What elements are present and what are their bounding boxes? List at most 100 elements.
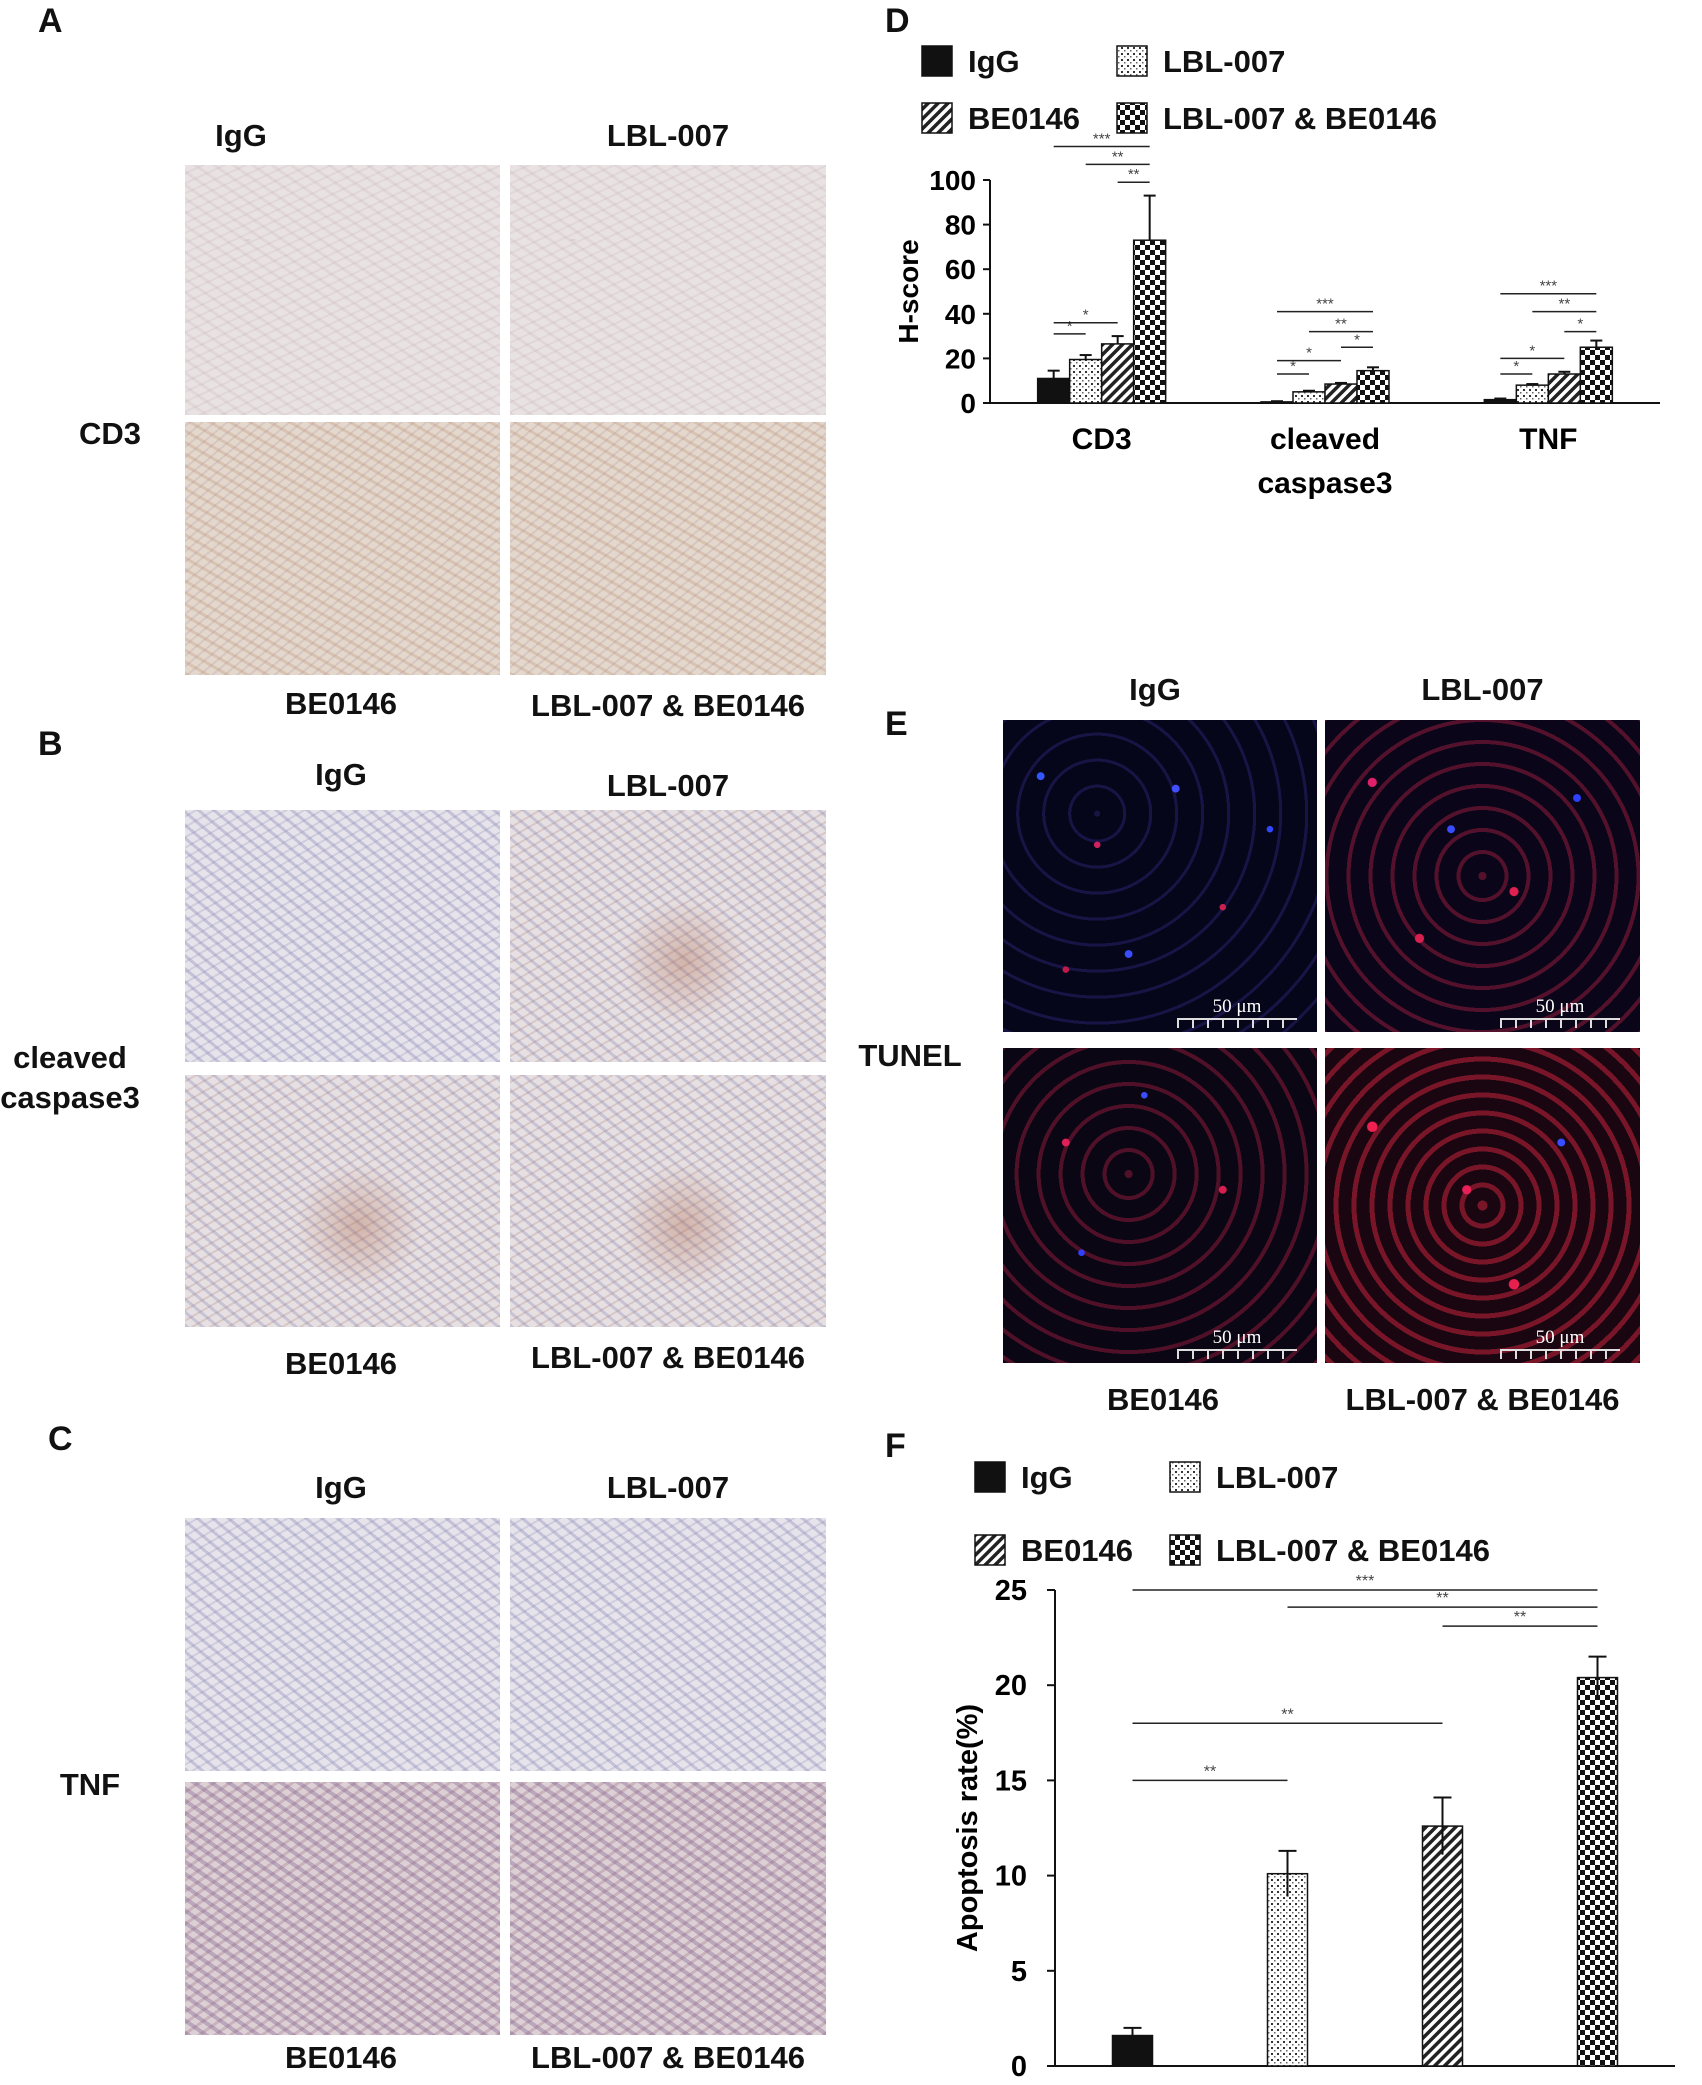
significance-label: ** bbox=[1281, 1706, 1293, 1723]
panel-e-row-label: TUNEL bbox=[858, 1038, 962, 1073]
legend-label: BE0146 bbox=[968, 101, 1080, 136]
ihc-image-caspase3-lbl007 bbox=[510, 810, 826, 1062]
legend-label: LBL-007 & BE0146 bbox=[1163, 101, 1437, 136]
scale-bar-label: 50 μm bbox=[1535, 1327, 1585, 1348]
legend-swatch bbox=[974, 1461, 1006, 1493]
significance-label: *** bbox=[1540, 278, 1558, 295]
legend-label: IgG bbox=[1021, 1460, 1073, 1495]
legend-swatch bbox=[974, 1534, 1006, 1566]
bar bbox=[1292, 391, 1326, 404]
ihc-image-caspase3-be0146 bbox=[185, 1075, 500, 1327]
significance-label: ** bbox=[1436, 1590, 1448, 1607]
y-tick-label: 80 bbox=[945, 210, 976, 241]
panel-letter-c: C bbox=[48, 1420, 73, 1458]
legend-label: IgG bbox=[968, 44, 1020, 79]
y-tick-label: 25 bbox=[995, 1575, 1027, 1607]
scale-bar: 50 μm bbox=[1177, 1327, 1297, 1359]
panel-b-label-combo: LBL-007 & BE0146 bbox=[531, 1340, 805, 1375]
significance-label: * bbox=[1306, 345, 1312, 362]
panel-b-label-be0146: BE0146 bbox=[284, 1346, 398, 1381]
panel-b-row-label-line1: cleaved bbox=[13, 1040, 127, 1075]
x-category-label: TNF bbox=[1519, 423, 1577, 456]
bar bbox=[1483, 398, 1518, 404]
ihc-image-cd3-combo bbox=[510, 422, 826, 675]
bar bbox=[1068, 358, 1103, 404]
scale-bar-label: 50 μm bbox=[1212, 996, 1262, 1017]
significance-label: ** bbox=[1204, 1763, 1216, 1780]
significance-label: *** bbox=[1093, 131, 1111, 148]
legend-f: IgG LBL-007 BE0146 LBL-007 & BE0146 bbox=[974, 1460, 1490, 1568]
bar bbox=[1266, 1872, 1309, 2067]
panel-a-row-label: CD3 bbox=[78, 416, 141, 451]
scale-bar-ticks bbox=[1177, 1349, 1297, 1359]
y-axis-title: Apoptosis rate(%) bbox=[952, 1704, 984, 1952]
legend-d: IgG LBL-007 BE0146 LBL-007 & BE0146 bbox=[921, 44, 1437, 136]
bars-f bbox=[1111, 1655, 1619, 2067]
x-category-label: CD3 bbox=[1072, 423, 1132, 456]
significance-label: * bbox=[1577, 316, 1583, 333]
ihc-image-cd3-lbl007 bbox=[510, 165, 826, 415]
axes-d: 0 20 40 60 80 100 H-score CD3 cleaved caspase3 TNF bbox=[893, 165, 1660, 500]
bar bbox=[1356, 369, 1390, 404]
tunel-image-combo: 50 μm bbox=[1325, 1048, 1640, 1363]
bar bbox=[1100, 343, 1135, 404]
panel-b-row-label: cleaved caspase3 bbox=[0, 1038, 140, 1119]
bar bbox=[1324, 383, 1358, 404]
ihc-image-tnf-igg bbox=[185, 1518, 500, 1771]
panel-b-label-lbl007: LBL-007 bbox=[606, 768, 730, 803]
y-tick-label: 20 bbox=[995, 1670, 1027, 1702]
ihc-image-tnf-combo bbox=[510, 1782, 826, 2035]
bar bbox=[1576, 1676, 1619, 2067]
bars-d bbox=[1036, 194, 1614, 404]
ihc-image-caspase3-combo bbox=[510, 1075, 826, 1327]
y-axis-title: H-score bbox=[893, 239, 924, 343]
legend-label: LBL-007 & BE0146 bbox=[1216, 1533, 1490, 1568]
y-tick-label: 10 bbox=[995, 1861, 1027, 1893]
significance-d: ************************* bbox=[1053, 131, 1597, 375]
chart-h-score: IgG LBL-007 BE0146 LBL-007 & BE0146 0 20 40 60… bbox=[893, 44, 1660, 500]
tunel-image-igg: 50 μm bbox=[1003, 720, 1317, 1032]
legend-swatch bbox=[921, 102, 953, 134]
y-tick-label: 5 bbox=[1011, 1956, 1027, 1988]
panel-b-row-label-line2: caspase3 bbox=[0, 1080, 140, 1116]
y-tick-label: 15 bbox=[995, 1765, 1027, 1797]
legend-swatch bbox=[1116, 102, 1148, 134]
legend-label: LBL-007 bbox=[1163, 44, 1285, 79]
ihc-image-tnf-be0146 bbox=[185, 1782, 500, 2035]
axes-f: 0 5 10 15 20 25 Apoptosis rate(%) bbox=[952, 1575, 1675, 2083]
panel-b-label-igg: IgG bbox=[315, 757, 367, 792]
significance-label: ** bbox=[1112, 148, 1124, 165]
chart-apoptosis-rate: IgG LBL-007 BE0146 LBL-007 & BE0146 0 5 10 15 2… bbox=[952, 1460, 1675, 2083]
ihc-image-caspase3-igg bbox=[185, 810, 500, 1062]
significance-label: *** bbox=[1356, 1573, 1375, 1590]
panel-a-label-lbl007: LBL-007 bbox=[606, 118, 730, 153]
bar bbox=[1132, 239, 1167, 404]
significance-label: * bbox=[1083, 307, 1089, 324]
panel-letter-d: D bbox=[885, 2, 910, 40]
bar bbox=[1036, 377, 1071, 404]
y-tick-label: 100 bbox=[929, 165, 976, 196]
bar bbox=[1515, 384, 1550, 404]
scale-bar-ticks bbox=[1177, 1018, 1297, 1028]
panel-e-label-be0146: BE0146 bbox=[1106, 1382, 1220, 1417]
legend-swatch bbox=[1169, 1461, 1201, 1493]
legend-label: LBL-007 bbox=[1216, 1460, 1338, 1495]
panel-a-label-igg: IgG bbox=[215, 118, 267, 153]
y-tick-label: 0 bbox=[1011, 2051, 1027, 2083]
scale-bar-label: 50 μm bbox=[1535, 996, 1585, 1017]
tunel-image-lbl007: 50 μm bbox=[1325, 720, 1640, 1032]
significance-f: *********** bbox=[1132, 1573, 1598, 1782]
significance-label: *** bbox=[1316, 296, 1334, 313]
legend-swatch bbox=[1116, 45, 1148, 77]
bar bbox=[1547, 373, 1582, 404]
y-tick-label: 20 bbox=[945, 343, 976, 374]
legend-swatch bbox=[921, 45, 953, 77]
panel-a-label-combo: LBL-007 & BE0146 bbox=[531, 688, 805, 723]
scale-bar: 50 μm bbox=[1500, 1327, 1620, 1359]
significance-label: * bbox=[1513, 358, 1519, 375]
ihc-image-cd3-igg bbox=[185, 165, 500, 415]
significance-label: ** bbox=[1335, 316, 1347, 333]
panel-letter-e: E bbox=[885, 705, 908, 743]
panel-a-label-be0146: BE0146 bbox=[284, 686, 398, 721]
significance-label: ** bbox=[1558, 296, 1570, 313]
